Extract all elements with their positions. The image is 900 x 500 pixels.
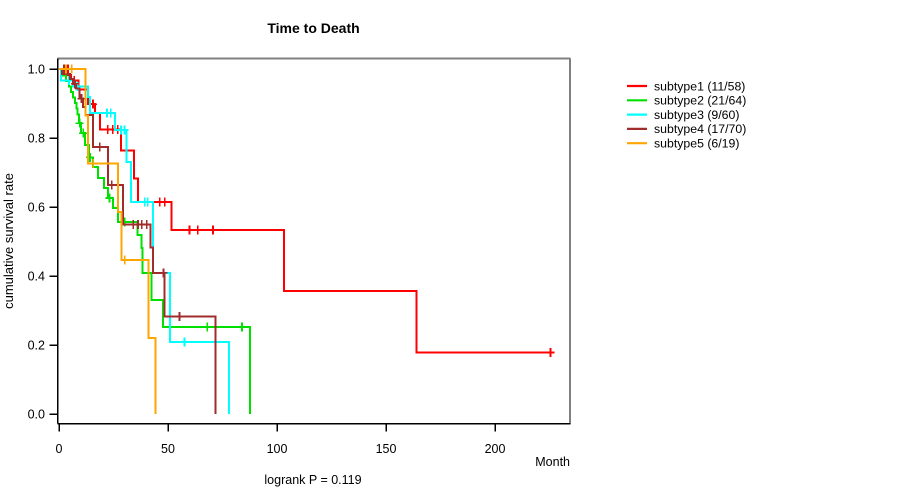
legend-label: subtype5 (6/19) <box>654 137 739 151</box>
legend-label: subtype4 (17/70) <box>654 122 746 136</box>
legend-label: subtype2 (21/64) <box>654 94 746 108</box>
y-axis-label: cumulative survival rate <box>1 173 16 309</box>
x-tick-label: 50 <box>161 442 175 456</box>
x-tick-label: 200 <box>485 442 506 456</box>
legend-label: subtype1 (11/58) <box>654 79 745 93</box>
y-tick-label: 0.2 <box>28 338 45 352</box>
x-tick-label: 100 <box>267 442 288 456</box>
legend: subtype1 (11/58)subtype2 (21/64)subtype3… <box>627 79 746 151</box>
y-tick-label: 0.8 <box>28 131 45 145</box>
survival-curve-subtype3 <box>59 68 230 414</box>
chart-title: Time to Death <box>267 20 359 36</box>
y-tick-label: 0.6 <box>28 200 45 214</box>
y-tick-label: 0.0 <box>28 407 45 421</box>
axis-ticks <box>49 68 496 432</box>
survival-curve-subtype1 <box>59 68 553 354</box>
axis-tick-labels: 0 50 100 150 200 0.0 0.2 0.4 0.6 0.8 1.0 <box>28 62 506 456</box>
x-tick-label: 0 <box>56 442 63 456</box>
x-axis-label: Month <box>535 455 570 469</box>
plot-frame <box>56 57 571 425</box>
survival-curves <box>59 64 555 414</box>
survival-curve-subtype5 <box>59 68 157 414</box>
y-tick-label: 0.4 <box>28 269 45 283</box>
y-tick-label: 1.0 <box>28 62 45 76</box>
x-tick-label: 150 <box>376 442 397 456</box>
survival-curve-subtype4 <box>59 68 217 414</box>
logrank-annotation: logrank P = 0.119 <box>264 473 361 487</box>
legend-label: subtype3 (9/60) <box>654 108 739 122</box>
